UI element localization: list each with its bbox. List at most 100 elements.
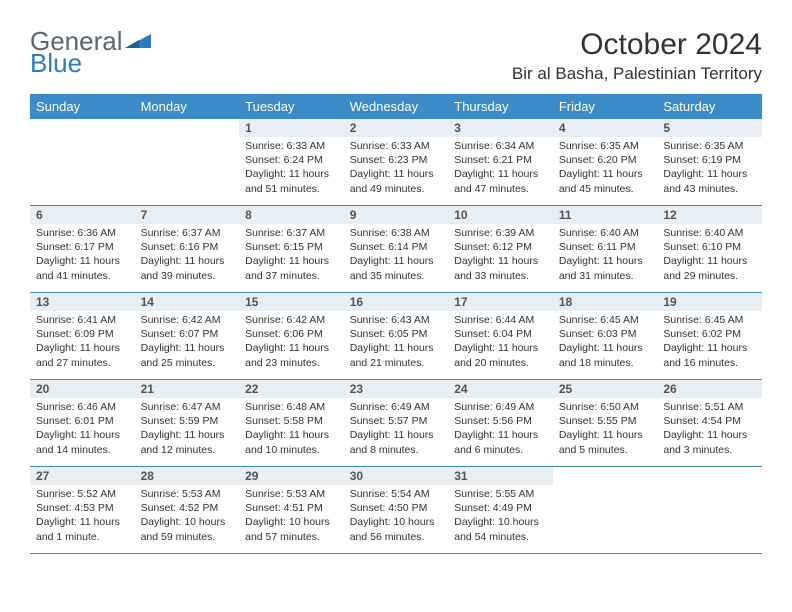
weekday-header: Saturday: [657, 94, 762, 119]
sunset-line: Sunset: 4:49 PM: [454, 501, 547, 515]
sunset-line: Sunset: 6:04 PM: [454, 327, 547, 341]
daylight-line: Daylight: 11 hours and 21 minutes.: [350, 341, 443, 369]
sunrise-line: Sunrise: 6:41 AM: [36, 313, 129, 327]
sunrise-line: Sunrise: 6:39 AM: [454, 226, 547, 240]
calendar-day-cell: 11Sunrise: 6:40 AMSunset: 6:11 PMDayligh…: [553, 206, 658, 293]
day-number: 13: [30, 293, 135, 311]
daylight-line: Daylight: 11 hours and 35 minutes.: [350, 254, 443, 282]
daylight-line: Daylight: 11 hours and 51 minutes.: [245, 167, 338, 195]
day-details: Sunrise: 6:40 AMSunset: 6:11 PMDaylight:…: [553, 224, 658, 287]
sunset-line: Sunset: 5:56 PM: [454, 414, 547, 428]
sunset-line: Sunset: 4:52 PM: [141, 501, 234, 515]
daylight-line: Daylight: 11 hours and 49 minutes.: [350, 167, 443, 195]
daylight-line: Daylight: 10 hours and 54 minutes.: [454, 515, 547, 543]
calendar-day-cell: 10Sunrise: 6:39 AMSunset: 6:12 PMDayligh…: [448, 206, 553, 293]
day-details: Sunrise: 6:33 AMSunset: 6:23 PMDaylight:…: [344, 137, 449, 200]
sunrise-line: Sunrise: 5:53 AM: [245, 487, 338, 501]
page: General Blue October 2024 Bir al Basha, …: [0, 0, 792, 574]
sunset-line: Sunset: 5:57 PM: [350, 414, 443, 428]
daylight-line: Daylight: 11 hours and 47 minutes.: [454, 167, 547, 195]
weekday-header: Sunday: [30, 94, 135, 119]
sunrise-line: Sunrise: 6:47 AM: [141, 400, 234, 414]
day-details: Sunrise: 6:49 AMSunset: 5:57 PMDaylight:…: [344, 398, 449, 461]
day-details: Sunrise: 6:41 AMSunset: 6:09 PMDaylight:…: [30, 311, 135, 374]
calendar-day-cell: 14Sunrise: 6:42 AMSunset: 6:07 PMDayligh…: [135, 293, 240, 380]
day-number: 15: [239, 293, 344, 311]
calendar-day-cell: 3Sunrise: 6:34 AMSunset: 6:21 PMDaylight…: [448, 119, 553, 206]
day-number: 25: [553, 380, 658, 398]
day-number: 10: [448, 206, 553, 224]
calendar-day-cell: 26Sunrise: 5:51 AMSunset: 4:54 PMDayligh…: [657, 380, 762, 467]
sunset-line: Sunset: 6:09 PM: [36, 327, 129, 341]
title-block: October 2024 Bir al Basha, Palestinian T…: [512, 28, 762, 84]
sunrise-line: Sunrise: 6:46 AM: [36, 400, 129, 414]
sunset-line: Sunset: 6:02 PM: [663, 327, 756, 341]
sunrise-line: Sunrise: 6:44 AM: [454, 313, 547, 327]
calendar-day-cell: 28Sunrise: 5:53 AMSunset: 4:52 PMDayligh…: [135, 467, 240, 554]
day-details: Sunrise: 5:52 AMSunset: 4:53 PMDaylight:…: [30, 485, 135, 548]
daylight-line: Daylight: 10 hours and 56 minutes.: [350, 515, 443, 543]
daylight-line: Daylight: 11 hours and 1 minute.: [36, 515, 129, 543]
calendar-week-row: 6Sunrise: 6:36 AMSunset: 6:17 PMDaylight…: [30, 206, 762, 293]
calendar-week-row: 13Sunrise: 6:41 AMSunset: 6:09 PMDayligh…: [30, 293, 762, 380]
day-details: Sunrise: 6:37 AMSunset: 6:16 PMDaylight:…: [135, 224, 240, 287]
weekday-header: Tuesday: [239, 94, 344, 119]
day-details: Sunrise: 6:47 AMSunset: 5:59 PMDaylight:…: [135, 398, 240, 461]
calendar-day-cell: 22Sunrise: 6:48 AMSunset: 5:58 PMDayligh…: [239, 380, 344, 467]
day-number: 1: [239, 119, 344, 137]
calendar-body: 1Sunrise: 6:33 AMSunset: 6:24 PMDaylight…: [30, 119, 762, 554]
sunrise-line: Sunrise: 5:55 AM: [454, 487, 547, 501]
day-details: Sunrise: 6:42 AMSunset: 6:06 PMDaylight:…: [239, 311, 344, 374]
calendar-empty-cell: [553, 467, 658, 554]
sunrise-line: Sunrise: 6:45 AM: [663, 313, 756, 327]
sunset-line: Sunset: 6:19 PM: [663, 153, 756, 167]
sunrise-line: Sunrise: 6:49 AM: [350, 400, 443, 414]
day-details: Sunrise: 6:35 AMSunset: 6:20 PMDaylight:…: [553, 137, 658, 200]
calendar-day-cell: 13Sunrise: 6:41 AMSunset: 6:09 PMDayligh…: [30, 293, 135, 380]
sunrise-line: Sunrise: 6:34 AM: [454, 139, 547, 153]
calendar-day-cell: 12Sunrise: 6:40 AMSunset: 6:10 PMDayligh…: [657, 206, 762, 293]
calendar-day-cell: 31Sunrise: 5:55 AMSunset: 4:49 PMDayligh…: [448, 467, 553, 554]
calendar-day-cell: 1Sunrise: 6:33 AMSunset: 6:24 PMDaylight…: [239, 119, 344, 206]
day-details: Sunrise: 5:53 AMSunset: 4:52 PMDaylight:…: [135, 485, 240, 548]
sunset-line: Sunset: 4:54 PM: [663, 414, 756, 428]
sunrise-line: Sunrise: 6:43 AM: [350, 313, 443, 327]
sunset-line: Sunset: 6:11 PM: [559, 240, 652, 254]
day-number: 12: [657, 206, 762, 224]
day-number: 4: [553, 119, 658, 137]
daylight-line: Daylight: 10 hours and 59 minutes.: [141, 515, 234, 543]
calendar-day-cell: 23Sunrise: 6:49 AMSunset: 5:57 PMDayligh…: [344, 380, 449, 467]
sunset-line: Sunset: 6:03 PM: [559, 327, 652, 341]
daylight-line: Daylight: 11 hours and 27 minutes.: [36, 341, 129, 369]
day-number: 23: [344, 380, 449, 398]
day-details: Sunrise: 5:55 AMSunset: 4:49 PMDaylight:…: [448, 485, 553, 548]
day-number: 22: [239, 380, 344, 398]
daylight-line: Daylight: 11 hours and 14 minutes.: [36, 428, 129, 456]
header: General Blue October 2024 Bir al Basha, …: [30, 28, 762, 84]
day-number: 28: [135, 467, 240, 485]
sunrise-line: Sunrise: 6:50 AM: [559, 400, 652, 414]
day-details: Sunrise: 6:43 AMSunset: 6:05 PMDaylight:…: [344, 311, 449, 374]
sunset-line: Sunset: 6:20 PM: [559, 153, 652, 167]
daylight-line: Daylight: 11 hours and 39 minutes.: [141, 254, 234, 282]
day-number: 27: [30, 467, 135, 485]
weekday-header: Monday: [135, 94, 240, 119]
calendar-day-cell: 16Sunrise: 6:43 AMSunset: 6:05 PMDayligh…: [344, 293, 449, 380]
day-details: Sunrise: 6:44 AMSunset: 6:04 PMDaylight:…: [448, 311, 553, 374]
sunrise-line: Sunrise: 6:37 AM: [141, 226, 234, 240]
weekday-header: Wednesday: [344, 94, 449, 119]
sunset-line: Sunset: 6:23 PM: [350, 153, 443, 167]
weekday-header-row: SundayMondayTuesdayWednesdayThursdayFrid…: [30, 94, 762, 119]
sunrise-line: Sunrise: 6:48 AM: [245, 400, 338, 414]
daylight-line: Daylight: 10 hours and 57 minutes.: [245, 515, 338, 543]
calendar-day-cell: 2Sunrise: 6:33 AMSunset: 6:23 PMDaylight…: [344, 119, 449, 206]
calendar-day-cell: 19Sunrise: 6:45 AMSunset: 6:02 PMDayligh…: [657, 293, 762, 380]
day-details: Sunrise: 6:45 AMSunset: 6:02 PMDaylight:…: [657, 311, 762, 374]
sunset-line: Sunset: 6:06 PM: [245, 327, 338, 341]
sunrise-line: Sunrise: 5:52 AM: [36, 487, 129, 501]
calendar-day-cell: 15Sunrise: 6:42 AMSunset: 6:06 PMDayligh…: [239, 293, 344, 380]
sunrise-line: Sunrise: 6:40 AM: [663, 226, 756, 240]
daylight-line: Daylight: 11 hours and 41 minutes.: [36, 254, 129, 282]
calendar-table: SundayMondayTuesdayWednesdayThursdayFrid…: [30, 94, 762, 554]
daylight-line: Daylight: 11 hours and 45 minutes.: [559, 167, 652, 195]
